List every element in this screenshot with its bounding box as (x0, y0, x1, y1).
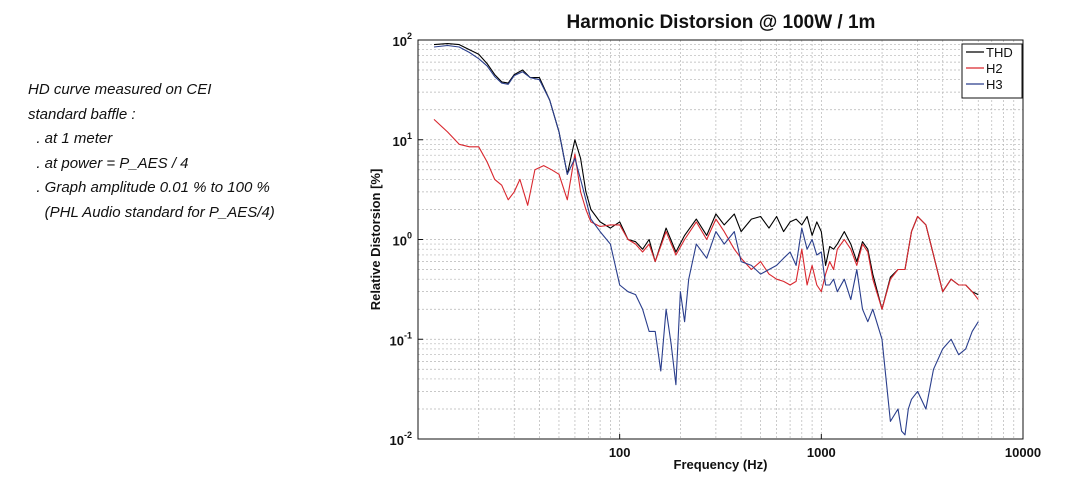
series-line-h2 (433, 118, 979, 310)
note-line: HD curve measured on CEI (28, 81, 212, 98)
x-tick-label: 1000 (807, 445, 836, 460)
axis-ticks: 100 1000 10000 102 101 100 10-1 10-2 (390, 31, 1042, 460)
series-lines (433, 43, 979, 436)
y-tick-label: 10-2 (390, 430, 412, 448)
legend-label: THD (986, 45, 1013, 60)
y-axis-label: Relative Distorsion [%] (368, 169, 383, 311)
measurement-notes: HD curve measured on CEI standard baffle… (28, 78, 275, 225)
x-tick-label: 10000 (1005, 445, 1041, 460)
note-line: . at 1 meter (28, 130, 113, 147)
series-line-thd (433, 43, 979, 310)
series-line-h3 (433, 44, 979, 436)
y-tick-label: 100 (393, 231, 412, 249)
chart-title: Harmonic Distorsion @ 100W / 1m (567, 12, 876, 33)
note-line: . Graph amplitude 0.01 % to 100 % (28, 179, 270, 196)
legend-label: H3 (986, 77, 1003, 92)
note-line: . at power = P_AES / 4 (28, 154, 189, 172)
y-tick-label: 101 (393, 131, 412, 149)
y-tick-label: 102 (393, 31, 412, 49)
grid (418, 40, 1023, 439)
x-axis-label: Frequency (Hz) (674, 457, 768, 472)
y-tick-label: 10-1 (390, 330, 412, 348)
note-line: (PHL Audio standard for P_AES/4) (28, 203, 275, 221)
legend-box (961, 43, 1023, 99)
legend-label: H2 (986, 61, 1003, 76)
note-line: standard baffle : (28, 105, 136, 123)
x-tick-label: 100 (609, 445, 631, 460)
